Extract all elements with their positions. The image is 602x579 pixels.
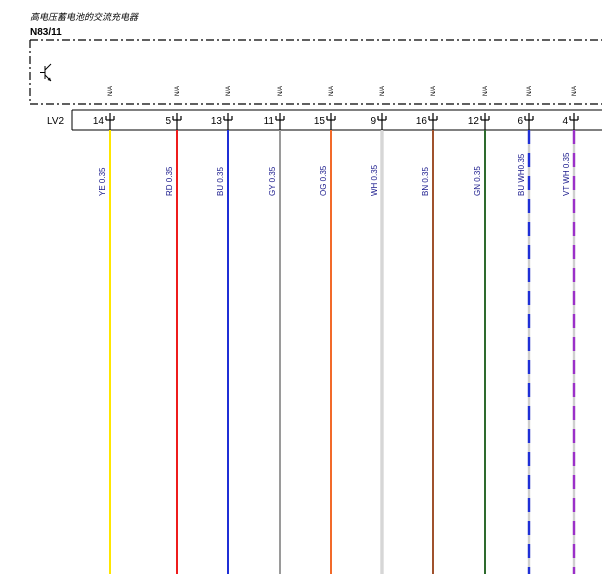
- pin-number: 4: [562, 116, 568, 127]
- pin-number: 12: [468, 116, 480, 127]
- pin-number: 14: [93, 116, 105, 127]
- transistor-icon: [40, 63, 52, 82]
- pin-contact-icon: [275, 113, 285, 130]
- pin-contact-icon: [105, 113, 115, 130]
- pin-number: 16: [416, 116, 428, 127]
- pin-number: 6: [517, 116, 523, 127]
- pin-na-label: N/A: [278, 86, 284, 96]
- pin-number: 11: [264, 116, 275, 127]
- pin-na-label: N/A: [572, 86, 578, 96]
- component-boundary: [29, 39, 602, 105]
- wire-label: GN 0.35: [473, 166, 482, 196]
- pin-na-label: N/A: [380, 86, 386, 96]
- wire-label: RD 0.35: [165, 166, 174, 196]
- pin-na-label: N/A: [226, 86, 232, 96]
- pin-number: 5: [165, 116, 171, 127]
- pin-contact-icon: [524, 113, 534, 130]
- pin-contact-icon: [223, 113, 233, 130]
- pin-contact-icon: [569, 113, 579, 130]
- pin-contact-icon: [326, 113, 336, 130]
- pin-contact-icon: [428, 113, 438, 130]
- wire-label: YE 0.35: [98, 167, 107, 196]
- pin-contact-icon: [377, 113, 387, 130]
- pin-na-label: N/A: [329, 86, 335, 96]
- connector-frame: [71, 109, 602, 131]
- pin-number: 13: [211, 116, 223, 127]
- wire-label: BU 0.35: [216, 167, 225, 196]
- component-title: 高电压蓄电池的交流充电器: [30, 12, 139, 22]
- wire-label: VT WH 0.35: [562, 152, 571, 196]
- wire-label: WH 0.35: [370, 164, 379, 196]
- pin-na-label: N/A: [527, 86, 533, 96]
- component-code: N83/11: [30, 27, 62, 38]
- pins-layer: N/A 14 N/A 5 N/A 13 N/A 11 N/A 15 N/A 9 N/A 16 N/A 12 N/…: [93, 86, 579, 130]
- pin-na-label: N/A: [108, 86, 114, 96]
- wires-layer: YE 0.35 RD 0.35 BU 0.35 GY 0.35 OG 0.35 WH 0.…: [98, 130, 576, 574]
- wire-label: BU WH0.35: [517, 153, 526, 196]
- wire-label: GY 0.35: [268, 166, 277, 196]
- connector-name: LV2: [47, 116, 64, 127]
- wire-label: BN 0.35: [421, 167, 430, 196]
- pin-number: 15: [314, 116, 326, 127]
- pin-number: 9: [370, 116, 376, 127]
- pin-na-label: N/A: [483, 86, 489, 96]
- wire: [380, 130, 384, 574]
- wire-label: OG 0.35: [319, 165, 328, 196]
- pin-na-label: N/A: [431, 86, 437, 96]
- pin-na-label: N/A: [175, 86, 181, 96]
- pin-contact-icon: [172, 113, 182, 130]
- pin-contact-icon: [480, 113, 490, 130]
